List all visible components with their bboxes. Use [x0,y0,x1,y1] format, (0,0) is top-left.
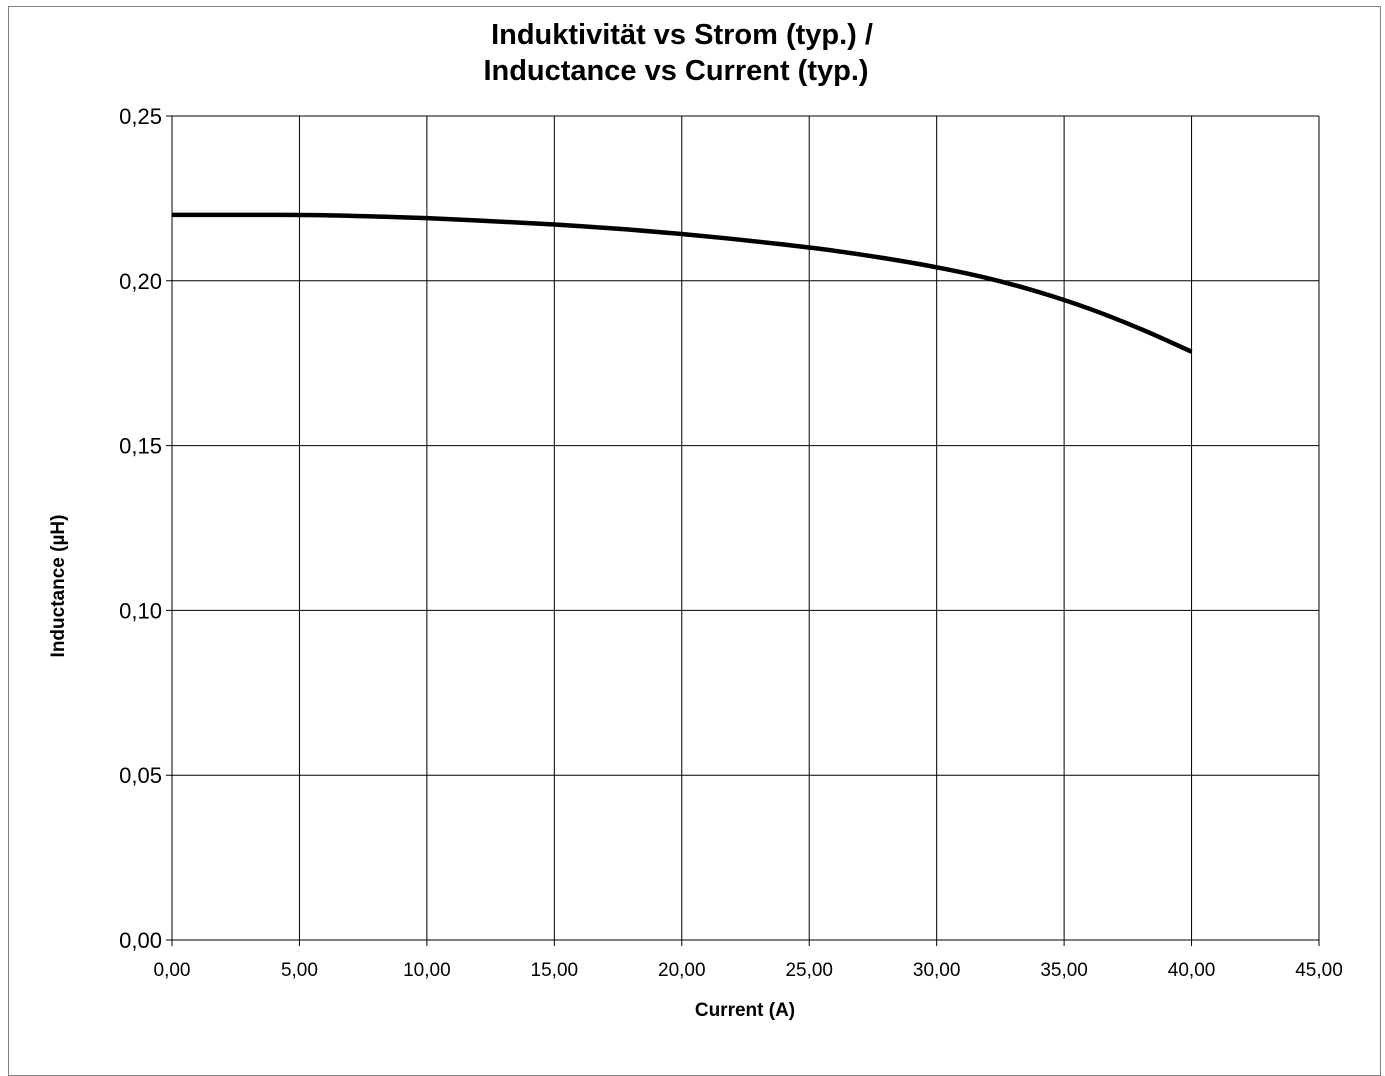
x-tick-label-3: 15,00 [531,960,579,981]
y-tick-label-3: 0,15 [119,434,162,459]
chart-title-line1: Induktivität vs Strom (typ.) / [491,19,873,51]
x-tick-labels: 0,00 5,00 10,00 15,00 20,00 25,00 30,00 35,00 40… [154,960,1343,981]
x-tick-label-9: 45,00 [1295,960,1343,981]
x-tick-label-1: 5,00 [281,960,318,981]
x-tick-label-0: 0,00 [154,960,191,981]
y-tick-label-2: 0,10 [119,598,162,623]
y-tick-label-1: 0,05 [119,763,162,788]
chart-title-line2: Inductance vs Current (typ.) [483,55,868,87]
x-tick-label-6: 30,00 [913,960,961,981]
y-axis-label: Inductance (µH) [48,515,69,658]
y-tick-label-4: 0,20 [119,269,162,294]
x-tick-label-4: 20,00 [658,960,706,981]
y-tick-label-5: 0,25 [119,104,162,129]
x-tick-label-2: 10,00 [403,960,451,981]
y-tick-label-0: 0,00 [119,928,162,953]
x-tick-label-5: 25,00 [785,960,833,981]
x-tick-label-8: 40,00 [1168,960,1216,981]
y-tick-labels: 0,00 0,05 0,10 0,15 0,20 0,25 [119,104,162,953]
x-axis-label: Current (A) [695,1000,795,1021]
x-tick-label-7: 35,00 [1040,960,1088,981]
